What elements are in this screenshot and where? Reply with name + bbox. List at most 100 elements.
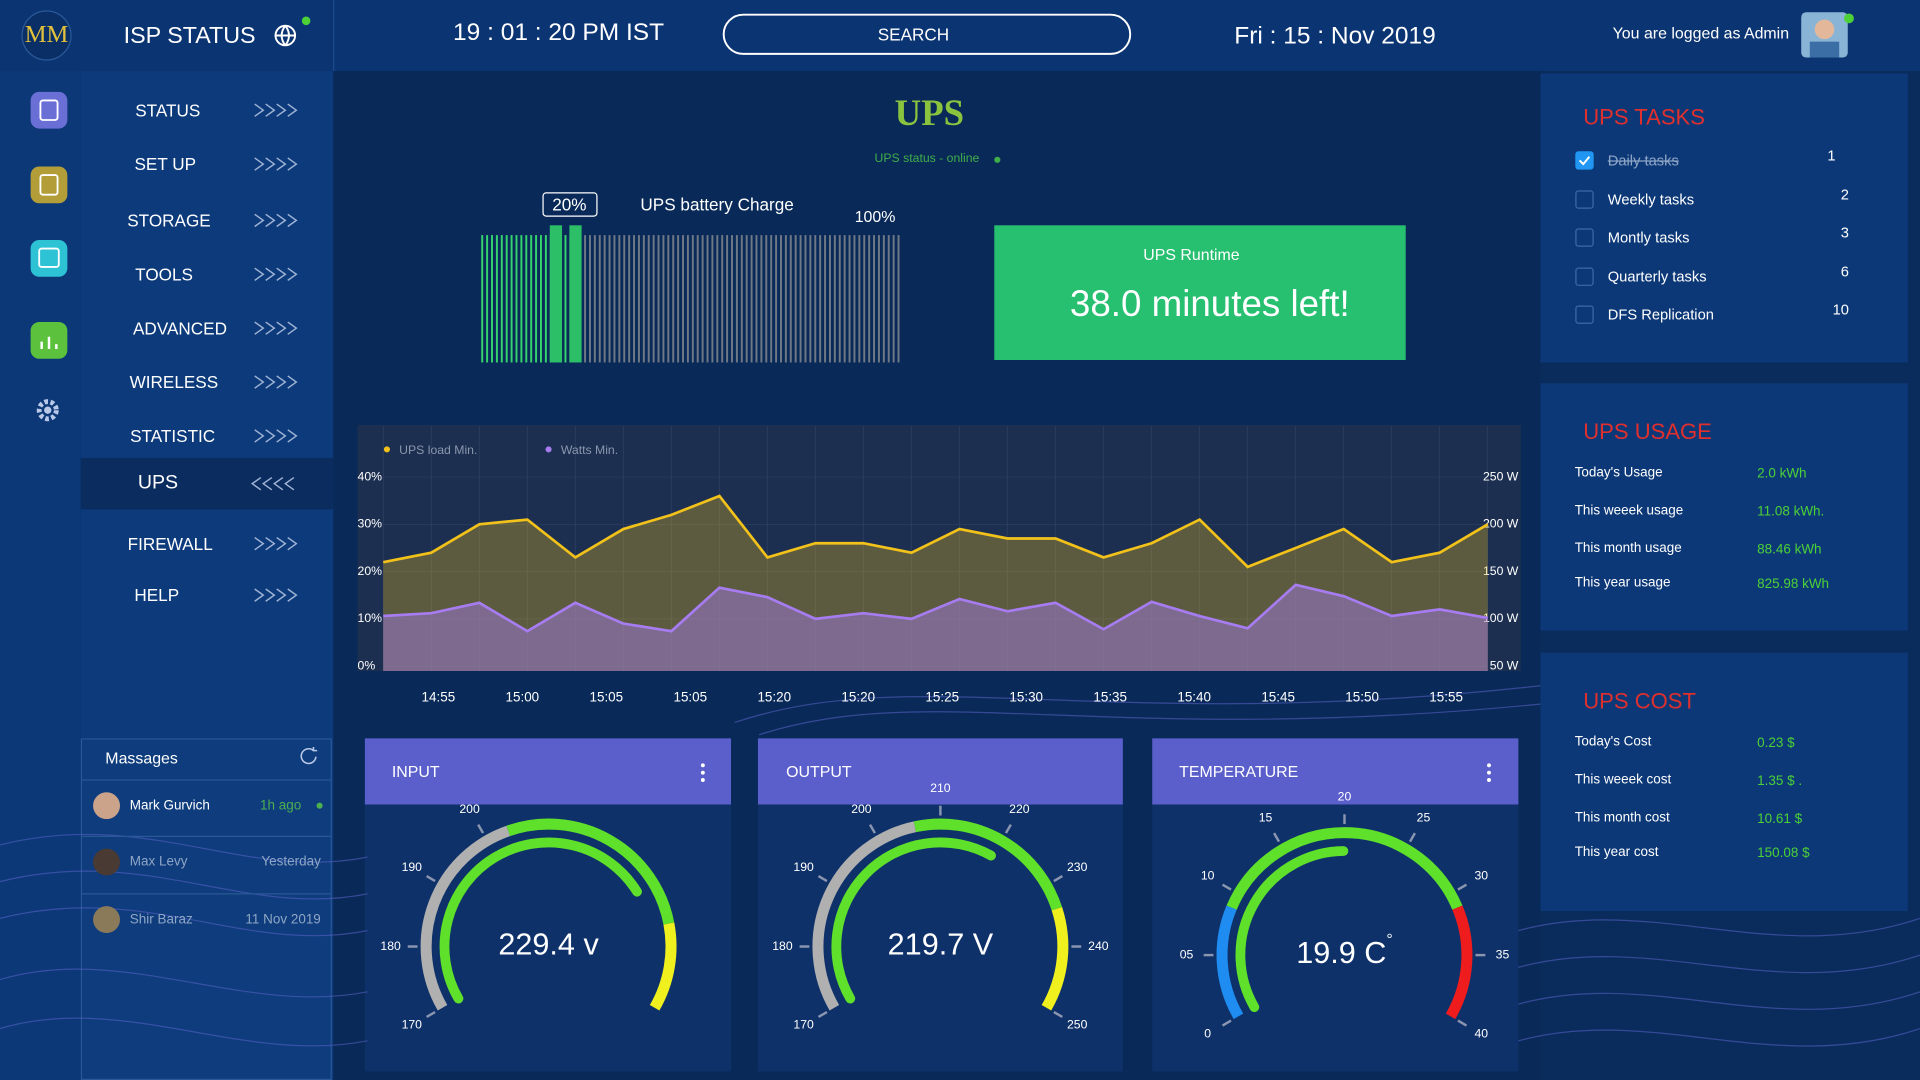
cost-title: UPS COST	[1583, 688, 1696, 714]
nav-item[interactable]: TOOLS	[135, 264, 193, 285]
gauge-value: 219.7 V	[888, 928, 994, 962]
chevrons	[254, 536, 298, 551]
gauge-value-arc	[439, 837, 642, 1004]
battery-cell	[598, 235, 601, 363]
battery-cell	[843, 235, 846, 363]
nav-item[interactable]: UPS	[137, 472, 179, 494]
battery-level	[569, 225, 582, 363]
cost-value: 0.23 $	[1757, 735, 1795, 751]
task-label[interactable]: DFS Replication	[1607, 306, 1714, 324]
gauge-tick	[817, 875, 828, 883]
series-area	[383, 495, 1488, 672]
nav-item[interactable]: ADVANCED	[133, 318, 227, 338]
battery-cell	[491, 235, 493, 363]
task-label[interactable]: Weekly tasks	[1607, 191, 1695, 209]
cost-label: Today's Cost	[1574, 734, 1652, 750]
x-tick-label: 15:50	[1345, 690, 1379, 705]
charge-label: 20%	[552, 194, 587, 215]
battery-cell	[686, 235, 689, 363]
nav-item[interactable]: STATUS	[135, 100, 201, 121]
gauge-tick-label: 190	[402, 860, 423, 874]
gauge-value-arc	[831, 837, 996, 1004]
nav-item[interactable]: HELP	[134, 585, 180, 605]
battery-cell	[775, 235, 778, 363]
chevrons	[254, 213, 298, 228]
battery-cell	[696, 235, 699, 363]
gauge-tick	[426, 875, 436, 883]
x-tick-label: 15:45	[1261, 690, 1295, 705]
search-label[interactable]: SEARCH	[877, 24, 950, 45]
logo-circle	[21, 10, 72, 61]
chevrons	[254, 321, 298, 335]
gauge-tick	[1457, 1019, 1468, 1027]
gauge-header	[757, 738, 1123, 805]
nav-item[interactable]: FIREWALL	[127, 533, 213, 554]
tasks-title: UPS TASKS	[1583, 104, 1705, 130]
cost-label: This weeek cost	[1574, 772, 1672, 788]
gauge-tick-label: 230	[1067, 860, 1088, 874]
message-name: Max Levy	[129, 854, 188, 870]
battery-cell	[897, 235, 900, 363]
user-text: You are logged as Admin	[1612, 23, 1790, 43]
legend-swatch	[545, 446, 552, 453]
battery-cell	[701, 235, 704, 363]
battery-cell	[887, 235, 890, 363]
app-title: ISP STATUS	[123, 23, 256, 49]
gauge-tick-label: 15	[1259, 811, 1273, 825]
gauge-tick-label: 05	[1180, 947, 1194, 961]
battery-cell	[495, 235, 498, 363]
gauge-tick-label: 170	[793, 1018, 814, 1032]
gauge-zone	[420, 825, 511, 1011]
gauge-tick-label: 220	[1009, 802, 1030, 816]
search-box[interactable]	[722, 13, 1132, 55]
page-title: UPS	[894, 93, 965, 134]
battery-cell	[481, 235, 484, 363]
nav-item[interactable]: WIRELESS	[129, 372, 219, 392]
gauge-tick-label: 170	[402, 1018, 423, 1032]
x-tick-label: 15:40	[1177, 690, 1211, 705]
refresh-icon	[300, 746, 318, 765]
message-time: 1h ago	[260, 798, 302, 814]
battery-title: UPS battery Charge	[640, 194, 794, 215]
battery-cell	[784, 235, 787, 363]
battery-cell	[726, 235, 729, 363]
gauge-zone	[1041, 906, 1069, 1011]
battery-cell	[765, 235, 768, 363]
battery-cell	[868, 235, 871, 363]
checkbox	[1575, 228, 1594, 247]
gauge-tick	[477, 823, 485, 834]
task-count: 10	[1832, 301, 1849, 319]
battery-cell	[833, 235, 836, 363]
task-label[interactable]: Quarterly tasks	[1607, 268, 1707, 286]
gauge-tick-label: 10	[1201, 868, 1215, 882]
nav-item[interactable]: SET UP	[134, 154, 197, 174]
task-label[interactable]: Montly tasks	[1607, 228, 1690, 247]
battery-cell	[809, 235, 812, 363]
gauge-tick-label: 30	[1474, 868, 1488, 882]
x-tick-label: 15:05	[673, 690, 707, 705]
ups-status: UPS status - online	[874, 152, 980, 166]
gauge-zone	[1216, 905, 1244, 1020]
battery-cell	[588, 235, 591, 363]
battery-cell	[618, 235, 621, 363]
chevrons	[254, 375, 298, 389]
nav-item[interactable]: STATISTIC	[130, 426, 216, 446]
gauge-tick	[1004, 823, 1012, 834]
clock: 19 : 01 : 20 PM IST	[453, 18, 665, 46]
cost-label: This year cost	[1574, 844, 1659, 860]
task-label[interactable]: Daily tasks	[1607, 151, 1679, 169]
gauge-tick-label: 200	[851, 802, 872, 816]
task-count: 3	[1840, 224, 1849, 242]
y2-tick-label: 250 W	[1483, 469, 1519, 483]
battery-cell	[505, 235, 508, 363]
battery-cell	[593, 235, 596, 363]
gauge-tick-label: 20	[1338, 789, 1352, 803]
battery-cell	[853, 235, 856, 363]
y-tick-label: 0%	[358, 658, 376, 672]
battery-cell	[530, 235, 533, 363]
battery-cell	[525, 235, 528, 363]
nav-item[interactable]: STORAGE	[127, 210, 211, 231]
battery-cell	[667, 235, 670, 363]
x-tick-label: 15:20	[841, 690, 875, 705]
